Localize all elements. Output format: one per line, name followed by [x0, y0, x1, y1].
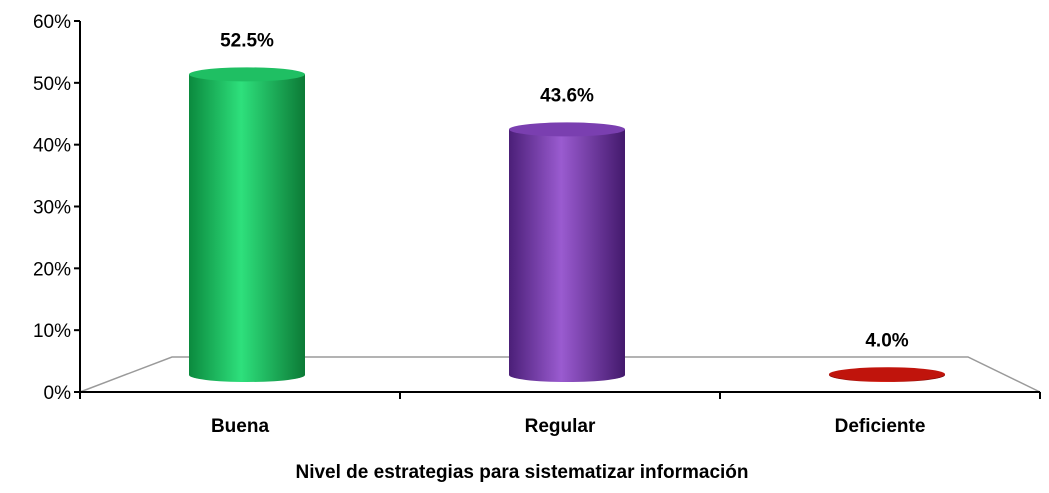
y-tick-label: 60% — [33, 12, 71, 33]
bar-top — [829, 367, 945, 382]
category-label: Deficiente — [835, 416, 926, 437]
y-axis-ticks: 0% 10% 20% 30% 40% 50% 60% — [33, 12, 80, 404]
x-axis-label: Nivel de estrategias para sistematizar i… — [295, 462, 748, 483]
value-label: 52.5% — [220, 30, 274, 51]
y-tick-label: 40% — [33, 136, 71, 157]
value-labels-group: 52.5% 43.6% 4.0% — [220, 30, 909, 351]
bar-deficiente — [829, 367, 945, 382]
y-tick-label: 0% — [44, 383, 72, 404]
y-tick-label: 50% — [33, 74, 71, 95]
bar-body — [189, 74, 305, 382]
bar-regular — [509, 122, 625, 382]
y-tick-label: 10% — [33, 321, 71, 342]
category-label: Regular — [525, 416, 596, 437]
value-label: 4.0% — [865, 330, 908, 351]
category-labels-group: Buena Regular Deficiente — [211, 416, 925, 437]
bars-group — [189, 67, 945, 382]
y-tick-label: 30% — [33, 198, 71, 219]
bar-top — [509, 122, 625, 137]
bar-buena — [189, 67, 305, 382]
y-tick-label: 20% — [33, 259, 71, 280]
bar-top — [189, 67, 305, 82]
value-label: 43.6% — [540, 85, 594, 106]
bar-body — [509, 129, 625, 382]
category-label: Buena — [211, 416, 270, 437]
x-axis-ticks — [79, 392, 1041, 399]
